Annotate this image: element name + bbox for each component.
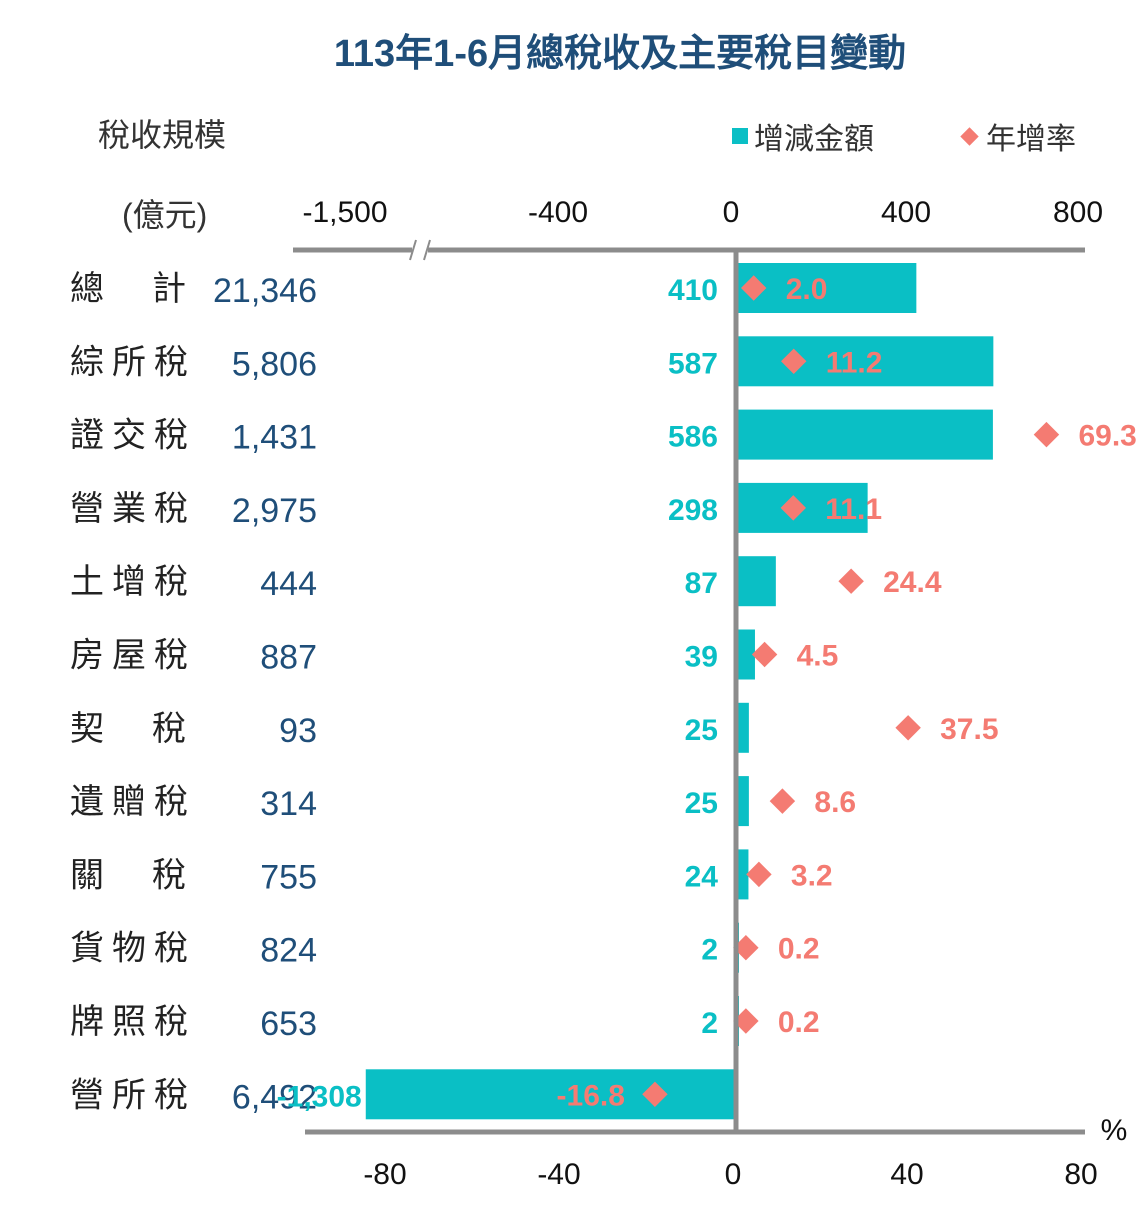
amount-label: 39: [685, 641, 718, 674]
amount-label: 410: [668, 274, 718, 307]
bottom-axis-tick-label: 0: [725, 1158, 742, 1191]
bottom-axis-tick-label: -80: [363, 1158, 406, 1191]
growth-rate-marker: [780, 348, 807, 375]
category-label: 契: [70, 710, 104, 748]
amount-label: -1,308: [277, 1080, 362, 1113]
category-label: 營所稅: [70, 1076, 188, 1114]
amount-bar: [738, 849, 749, 900]
tax-scale-value: 5,806: [232, 345, 317, 383]
amount-label: 587: [668, 347, 718, 380]
legend-square-icon: [732, 128, 748, 144]
category-label: 稅: [152, 856, 186, 894]
growth-rate-label: 0.2: [778, 1006, 820, 1039]
category-label: 遺贈稅: [70, 783, 188, 821]
bottom-axis-tick-label: 80: [1064, 1158, 1097, 1191]
category-label: 房屋稅: [70, 637, 188, 675]
tax-scale-value: 1,431: [232, 419, 317, 457]
growth-rate-label: 8.6: [814, 786, 856, 819]
tax-scale-value: 653: [260, 1005, 317, 1043]
amount-label: 24: [685, 860, 719, 893]
amount-label: 586: [668, 421, 718, 454]
tax-scale-value: 21,346: [213, 272, 317, 310]
amount-label: 25: [685, 714, 718, 747]
bottom-axis-tick-label: 40: [890, 1158, 923, 1191]
growth-rate-marker: [751, 641, 778, 668]
amount-bar: [738, 629, 755, 680]
top-axis-tick-label: 400: [881, 196, 931, 229]
growth-rate-marker: [740, 275, 767, 301]
legend-label-rate: 年增率: [986, 123, 1076, 156]
category-label: 總: [70, 270, 104, 308]
growth-rate-label: 37.5: [940, 713, 998, 746]
growth-rate-label: 11.1: [825, 493, 882, 526]
legend-item-amount: 增減金額: [732, 114, 874, 158]
y-axis-label-unit: (億元): [122, 197, 208, 233]
tax-scale-value: 887: [260, 639, 317, 677]
axis-break-mark: [423, 239, 431, 261]
category-label: 稅: [152, 710, 186, 748]
growth-rate-label: 3.2: [791, 859, 833, 892]
category-label: 證交稅: [70, 417, 188, 455]
category-label: 牌照稅: [70, 1003, 188, 1041]
amount-bar: [738, 336, 994, 387]
amount-label: 2: [701, 1007, 718, 1040]
top-axis-tick-label: 800: [1053, 196, 1103, 229]
amount-label: 298: [668, 494, 718, 527]
category-label: 貨物稅: [70, 930, 188, 968]
tax-scale-value: 314: [260, 785, 317, 823]
tax-scale-value: 755: [260, 858, 317, 896]
amount-label: 87: [685, 567, 718, 600]
growth-rate-marker: [780, 495, 807, 521]
category-label: 關: [70, 856, 104, 894]
growth-rate-label: 4.5: [797, 640, 839, 673]
growth-rate-label: 69.3: [1078, 420, 1136, 453]
chart-title: 113年1-6月總稅收及主要稅目變動: [333, 33, 907, 75]
growth-rate-label: 2.0: [786, 273, 828, 306]
amount-bar: [738, 409, 993, 460]
growth-rate-label: 11.2: [826, 346, 883, 379]
category-label: 綜所稅: [70, 343, 188, 381]
legend-item-rate: 年增率: [960, 114, 1076, 158]
growth-rate-marker: [746, 861, 772, 888]
axis-break-mark: [409, 239, 417, 261]
tax-scale-value: 824: [260, 932, 317, 970]
tax-scale-value: 2,975: [232, 492, 317, 530]
top-axis-tick-label: -1,500: [302, 196, 387, 229]
growth-rate-marker: [838, 568, 864, 594]
amount-label: 2: [701, 934, 718, 967]
category-label: 營業稅: [70, 490, 188, 528]
bottom-axis-tick-label: -40: [537, 1158, 580, 1191]
top-axis-tick-label: -400: [528, 196, 588, 229]
y-axis-label-scale: 稅收規模: [98, 117, 227, 153]
growth-rate-label: 24.4: [883, 566, 942, 599]
tax-scale-value: 93: [279, 712, 317, 750]
category-label: 計: [152, 270, 186, 308]
tax-scale-value: 6,492: [232, 1078, 317, 1116]
amount-bar: [738, 263, 917, 313]
amount-bar: [365, 1069, 736, 1120]
amount-label: 25: [685, 787, 718, 820]
tax-scale-value: 444: [260, 565, 317, 603]
amount-bar: [738, 556, 776, 607]
category-label: 土增稅: [70, 563, 188, 601]
growth-rate-marker: [895, 715, 921, 741]
amount-bar: [738, 776, 749, 827]
growth-rate-label: 0.2: [778, 933, 820, 966]
growth-rate-label: -16.8: [557, 1079, 625, 1112]
bottom-axis-unit: %: [1101, 1114, 1128, 1147]
legend-label-amount: 增減金額: [754, 123, 874, 156]
growth-rate-marker: [769, 788, 796, 814]
top-axis-tick-label: 0: [723, 196, 740, 229]
growth-rate-marker: [1033, 421, 1060, 448]
amount-bar: [738, 702, 749, 753]
growth-rate-marker: [733, 934, 759, 961]
